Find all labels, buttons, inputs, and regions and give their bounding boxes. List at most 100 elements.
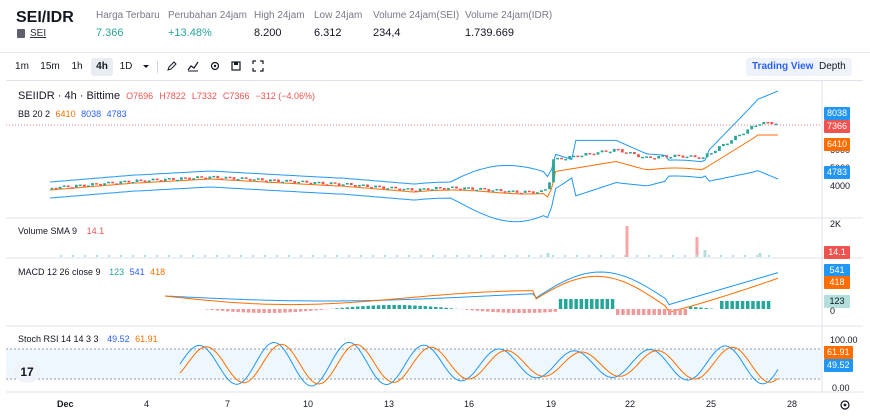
macd-histogram-bar [626, 309, 630, 315]
volume-bar [696, 255, 698, 257]
volume-bar [456, 255, 458, 257]
fullscreen-icon[interactable] [252, 60, 264, 72]
macd-histogram-bar [361, 306, 365, 309]
date-label: 16 [464, 399, 475, 409]
candle [313, 182, 317, 184]
volume-bar [624, 255, 626, 257]
candle [62, 185, 66, 187]
candle [507, 190, 511, 193]
interval-15m[interactable]: 15m [40, 61, 60, 72]
candle [66, 185, 70, 188]
volume-bar [264, 255, 266, 257]
depth-button[interactable]: Depth [813, 58, 852, 76]
candle [455, 186, 458, 189]
settings-icon[interactable] [209, 60, 221, 72]
stat-last-price: Harga Terbaru 7.366 [96, 10, 160, 39]
candle [734, 135, 737, 141]
macd-histogram-bar [610, 299, 615, 309]
candle [762, 122, 766, 125]
main-legend: SEIIDR · 4h · Bittime O7696 H7822 L7332 … [18, 90, 318, 102]
macd-histogram-bar [548, 309, 552, 313]
volume-bar [540, 255, 542, 257]
draw-icon[interactable] [166, 60, 178, 72]
candle [260, 178, 264, 181]
stoch-k-value: 49.52 [107, 334, 130, 344]
volume-bar [156, 255, 158, 257]
candle [167, 178, 171, 180]
macd-histogram-bar [408, 305, 412, 309]
volume-bar [240, 255, 242, 257]
chevron-down-icon[interactable] [140, 60, 152, 72]
candle [754, 125, 758, 127]
macd-histogram-bar [413, 305, 417, 309]
candle [515, 190, 519, 193]
candle [208, 176, 212, 179]
macd-histogram-bar [304, 309, 308, 312]
candle [600, 150, 604, 153]
chart-toolbar: 1m 15m 1h 4h 1D Trading View Depth [0, 56, 870, 78]
interval-1d[interactable]: 1D [119, 61, 133, 72]
candle [730, 140, 733, 144]
indicators-icon[interactable] [187, 60, 199, 72]
candle [746, 129, 750, 134]
candle [115, 183, 119, 185]
candle [422, 188, 426, 190]
candle [556, 157, 559, 160]
volume-bar [408, 255, 410, 257]
candle [163, 178, 167, 182]
candle [366, 184, 369, 187]
volume-bar [300, 255, 302, 257]
macd-histogram-bar [652, 309, 656, 315]
interval-1h[interactable]: 1h [71, 61, 83, 72]
candle [317, 181, 321, 184]
stat-change-24h: Perubahan 24jam +13.48% [168, 10, 247, 39]
coin-link[interactable]: SEI [30, 28, 47, 39]
macd-histogram-bar [335, 308, 339, 309]
macd-histogram-bar [288, 309, 292, 313]
candle [584, 153, 588, 156]
macd-histogram-bar [309, 309, 313, 311]
candle [281, 181, 284, 184]
macd-histogram-bar [600, 299, 604, 309]
candle [527, 190, 531, 193]
interval-1m[interactable]: 1m [15, 61, 29, 72]
volume-bar [108, 255, 110, 257]
date-label: 28 [787, 399, 798, 409]
stoch-name: Stoch RSI 14 14 3 3 [18, 334, 99, 344]
volume-bar [192, 255, 194, 257]
candle [309, 182, 313, 185]
macd-histogram-bar [262, 309, 266, 313]
volume-bar [648, 255, 650, 257]
volume-bar [672, 255, 674, 257]
volume-bar [684, 255, 686, 257]
interval-4h[interactable]: 4h [91, 58, 113, 76]
volume-bar [360, 255, 362, 257]
snapshot-icon[interactable] [230, 60, 242, 72]
candle [701, 157, 705, 159]
macd-hist-tag: 123 [824, 295, 850, 308]
candle [83, 184, 86, 187]
trading-view-button[interactable]: Trading View [746, 58, 820, 76]
stoch-d-tag: 61.91 [824, 346, 853, 359]
candle [204, 177, 208, 180]
macd-histogram-bar [699, 307, 703, 309]
macd-histogram-bar [678, 309, 682, 315]
macd-histogram-bar [725, 301, 729, 309]
candle [669, 157, 673, 159]
macd-hist-value: 123 [109, 267, 125, 277]
candle [718, 146, 721, 151]
tradingview-logo-icon[interactable]: 17 [14, 361, 40, 383]
macd-name: MACD 12 26 close 9 [18, 267, 101, 277]
candle [135, 179, 139, 182]
macd-histogram-bar [231, 309, 235, 312]
candle [442, 188, 446, 190]
volume-bar [492, 255, 494, 257]
macd-histogram-bar [366, 305, 370, 309]
volume-bar [372, 255, 374, 257]
candle [523, 190, 527, 193]
chart-settings-icon[interactable] [839, 399, 851, 411]
candle [382, 186, 386, 189]
volume-bar [552, 255, 554, 257]
candle [637, 154, 640, 158]
